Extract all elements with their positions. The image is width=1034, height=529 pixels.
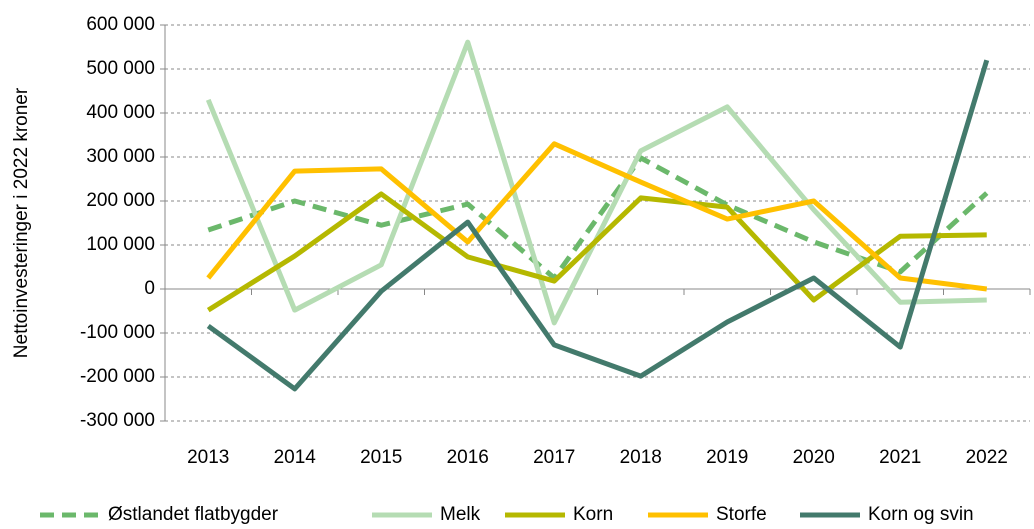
- x-tick-label: 2017: [533, 447, 575, 468]
- y-tick-label: -200 000: [80, 366, 155, 387]
- y-tick-label: -100 000: [80, 322, 155, 343]
- x-tick-label: 2014: [274, 447, 317, 468]
- y-tick-label: 400 000: [86, 102, 155, 123]
- x-tick-label: 2013: [187, 447, 229, 468]
- y-tick-label: 300 000: [86, 146, 155, 167]
- series-line: [206, 141, 988, 292]
- legend-label: Storfe: [716, 504, 767, 524]
- y-tick-label: 200 000: [86, 190, 155, 211]
- x-tick-label: 2020: [793, 447, 835, 468]
- y-tick-label: 100 000: [86, 234, 155, 255]
- y-axis-label: Nettoinvesteringer i 2022 kroner: [11, 87, 32, 358]
- y-tick-label: 600 000: [86, 14, 155, 35]
- legend-label: Korn og svin: [868, 504, 974, 524]
- x-tick-label: 2022: [966, 447, 1008, 468]
- series-line: [206, 191, 987, 313]
- y-tick-label: 500 000: [86, 58, 155, 79]
- legend-label: Melk: [440, 504, 481, 524]
- x-tick-label: 2019: [706, 447, 748, 468]
- x-tick-label: 2016: [447, 447, 489, 468]
- y-tick-label: 0: [144, 278, 155, 299]
- x-tick-label: 2021: [879, 447, 921, 468]
- legend-label: Korn: [573, 504, 613, 524]
- series-line: [205, 39, 987, 326]
- x-tick-label: 2015: [360, 447, 402, 468]
- legend-label: Østlandet flatbygder: [108, 504, 279, 524]
- x-tick-label: 2018: [620, 447, 662, 468]
- y-tick-label: -300 000: [80, 410, 155, 431]
- series-line: [206, 59, 990, 392]
